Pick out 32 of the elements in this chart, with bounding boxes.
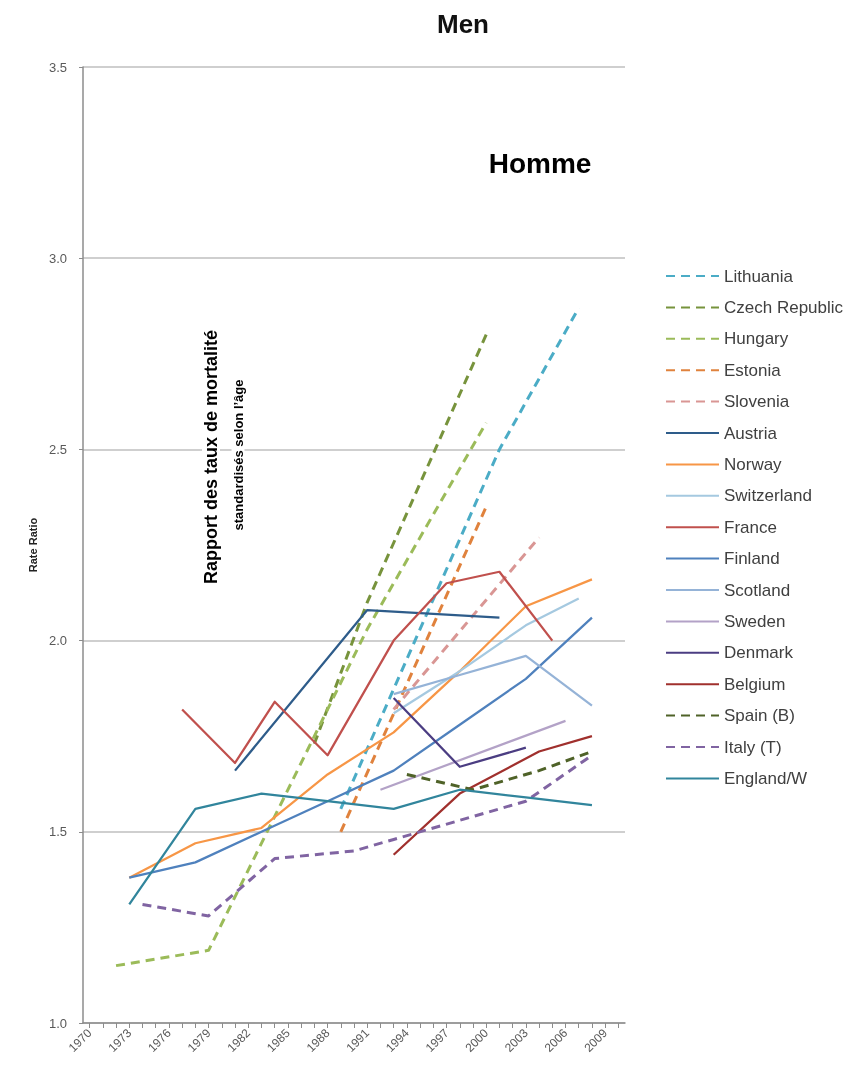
legend-label: Spain (B) xyxy=(724,706,795,726)
line-series xyxy=(392,654,594,707)
legend-label: Lithuania xyxy=(724,266,794,286)
legend-label: Norway xyxy=(724,454,783,474)
annotation: Homme xyxy=(488,147,592,179)
legend-label: Scotland xyxy=(724,580,791,600)
legend-label: Sweden xyxy=(724,611,786,631)
legend-label: Belgium xyxy=(724,674,786,694)
legend-label: Finland xyxy=(724,549,780,569)
annotation: standardisés selon l’âge xyxy=(230,379,246,531)
line-series xyxy=(128,788,594,906)
legend-label: Estonia xyxy=(724,360,782,380)
y-tick-label: 3.5 xyxy=(48,59,67,75)
y-tick-label: 1.0 xyxy=(48,1015,67,1031)
legend-label: Switzerland xyxy=(724,486,812,506)
y-tick-label: 1.5 xyxy=(48,824,67,840)
line-series xyxy=(392,735,594,856)
legend-label: Czech Republic xyxy=(724,297,844,317)
chart-title: Men xyxy=(437,9,489,39)
y-axis-title: Rate Ratio xyxy=(26,517,39,573)
annotation: Rapport des taux de mortalité xyxy=(201,329,221,585)
legend-label: Italy (T) xyxy=(724,737,782,757)
legend-label: Denmark xyxy=(724,643,794,663)
y-tick-label: 2.5 xyxy=(48,441,67,457)
y-tick-label: 3.0 xyxy=(48,250,67,266)
legend-label: England/W xyxy=(724,768,808,788)
legend-label: France xyxy=(724,517,777,537)
line-series xyxy=(392,597,580,715)
y-tick-label: 2.0 xyxy=(48,633,67,649)
legend-label: Hungary xyxy=(724,329,789,349)
legend-label: Slovenia xyxy=(724,392,790,412)
legend-label: Austria xyxy=(724,423,778,443)
